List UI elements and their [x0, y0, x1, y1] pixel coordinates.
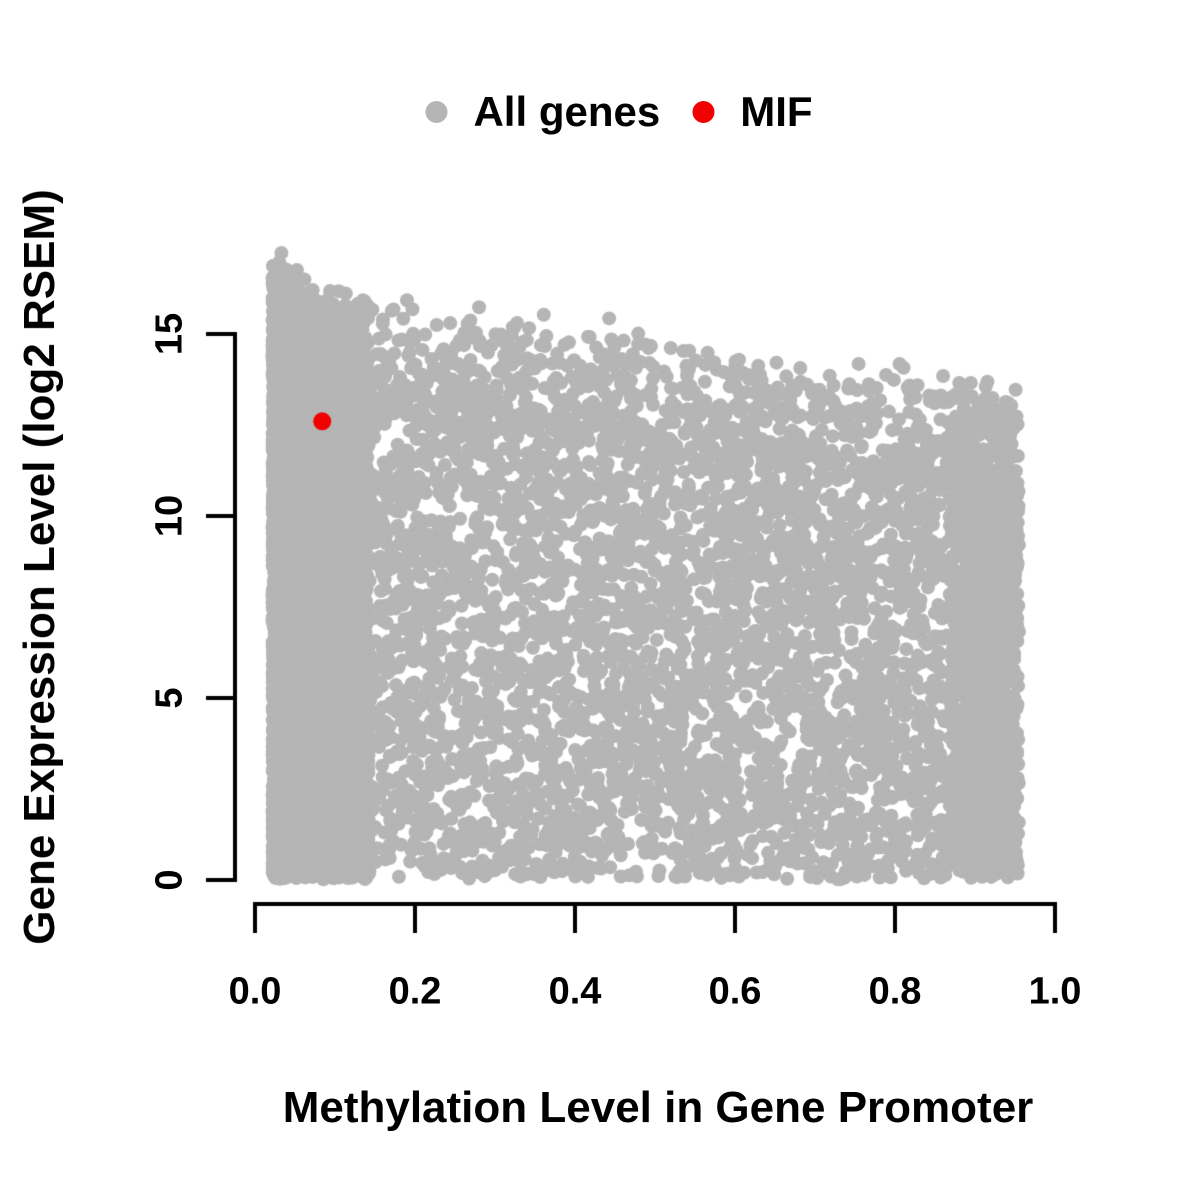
legend-label-all-genes: All genes [473, 88, 661, 135]
x-tick-label: 0.8 [868, 970, 922, 1013]
mif-dot-icon [692, 101, 715, 123]
x-tick-label: 0.4 [548, 970, 602, 1013]
x-tick-label: 0.2 [388, 970, 442, 1013]
y-axis-label: Gene Expression Level (log2 RSEM) [15, 189, 64, 945]
y-tick-label: 0 [148, 869, 191, 891]
y-tick-label: 5 [148, 687, 191, 709]
legend: All genes MIF [425, 88, 813, 136]
all-genes-dot-icon [425, 101, 448, 123]
x-axis-label: Methylation Level in Gene Promoter [282, 1083, 1034, 1132]
legend-label-mif: MIF [740, 88, 813, 135]
y-tick-label: 10 [148, 494, 191, 538]
x-tick-label: 0.0 [228, 970, 282, 1013]
x-tick-label: 1.0 [1028, 970, 1082, 1013]
legend-entry-mif: MIF [692, 88, 813, 136]
legend-entry-all-genes: All genes [425, 88, 660, 136]
y-tick-label: 15 [148, 312, 191, 356]
x-tick-label: 0.6 [708, 970, 762, 1013]
